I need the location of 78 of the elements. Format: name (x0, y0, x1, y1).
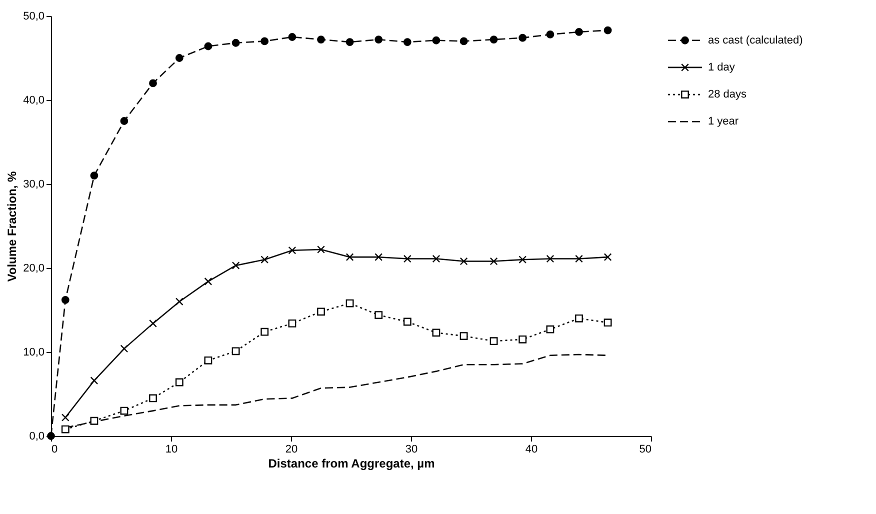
point (374, 311, 383, 319)
point (460, 257, 468, 266)
point (604, 253, 612, 262)
point (490, 337, 498, 346)
point (204, 277, 212, 286)
point (374, 253, 383, 262)
point (90, 376, 98, 385)
point (288, 319, 296, 328)
point (175, 298, 184, 306)
point (61, 425, 70, 434)
point (260, 37, 269, 46)
point (432, 254, 440, 263)
point (604, 26, 612, 34)
point (260, 328, 269, 336)
x-tick-label: 0 (52, 444, 58, 456)
legend-label: as cast (calculated) (708, 34, 803, 46)
point (317, 308, 325, 316)
point (432, 36, 440, 44)
point (204, 42, 212, 50)
point (260, 256, 269, 264)
point (604, 318, 612, 327)
point (288, 33, 296, 41)
point (204, 356, 212, 364)
point (346, 38, 354, 46)
point (120, 117, 128, 125)
y-tick-label: 50,0 (23, 10, 44, 22)
point (374, 36, 383, 44)
point (460, 37, 468, 46)
legend-label: 1 day (708, 61, 736, 74)
point (175, 54, 184, 62)
y-tick-label: 40,0 (23, 94, 44, 106)
point (175, 378, 184, 386)
x-tick-label: 20 (285, 444, 298, 456)
point (403, 254, 412, 263)
x-tick-label: 30 (405, 444, 418, 456)
point (518, 256, 527, 264)
point (61, 414, 70, 422)
point (518, 335, 527, 344)
x-tick-label: 40 (525, 444, 538, 456)
y-axis-title: Volume Fraction, % (5, 170, 20, 282)
point (90, 416, 98, 425)
point (346, 299, 354, 308)
point (460, 332, 468, 340)
point (120, 344, 128, 353)
y-tick-label: 30,0 (23, 178, 44, 190)
point (546, 254, 554, 263)
point (432, 328, 440, 337)
legend-label: 1 year (708, 116, 739, 128)
point (232, 38, 240, 47)
point (120, 406, 128, 415)
point (346, 253, 354, 262)
point (317, 36, 325, 44)
point (317, 246, 325, 254)
point (518, 34, 527, 42)
legend-label: 28 days (708, 88, 748, 101)
point (232, 347, 240, 356)
point (546, 30, 554, 38)
x-tick-label: 10 (165, 444, 178, 456)
point (61, 296, 70, 304)
point (232, 262, 240, 270)
y-tick-label: 20,0 (23, 262, 44, 274)
point (490, 36, 498, 44)
point (90, 172, 98, 180)
point (490, 257, 498, 266)
point (546, 325, 554, 334)
point (575, 28, 583, 36)
point (403, 318, 412, 326)
point (575, 254, 583, 263)
x-tick-label: 50 (639, 444, 652, 456)
y-tick-label: 10,0 (23, 346, 44, 358)
point (288, 246, 296, 254)
point (575, 314, 583, 322)
point (149, 79, 157, 88)
point (149, 394, 157, 402)
point (403, 38, 412, 46)
point (149, 319, 157, 328)
y-tick-label: 0,0 (29, 430, 44, 442)
x-axis-title: Distance from Aggregate, µm (268, 456, 435, 470)
